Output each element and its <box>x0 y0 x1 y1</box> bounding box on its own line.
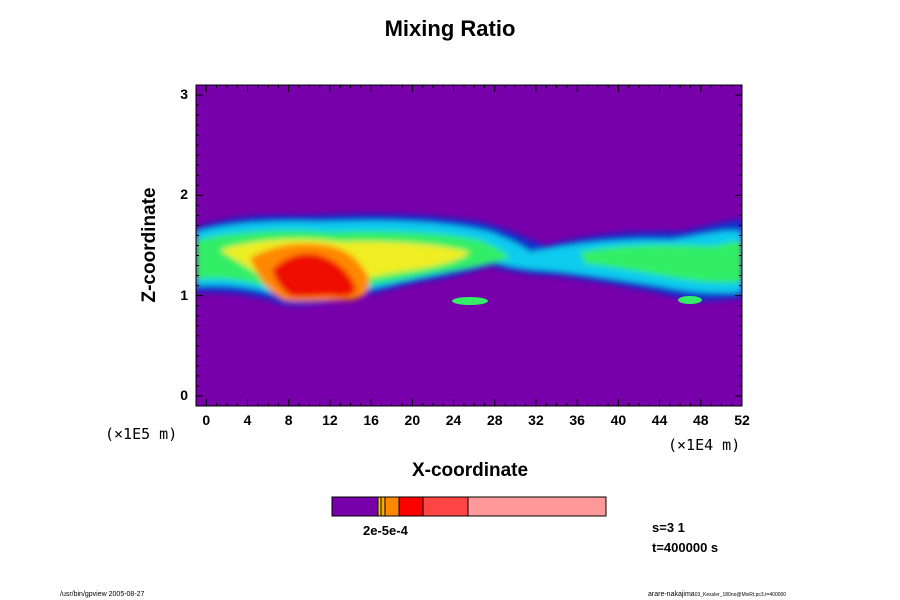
y-tick-marks <box>196 94 742 397</box>
cloud-field <box>196 214 742 306</box>
x-tick-label: 44 <box>651 412 668 428</box>
colorbar-label: 2e-5e-4 <box>363 523 408 538</box>
x-tick-label: 48 <box>692 412 709 428</box>
colorbar-swatch <box>467 496 607 517</box>
x-tick-label: 36 <box>569 412 585 428</box>
x-tick-label: 40 <box>610 412 627 428</box>
cloud-fragment <box>678 296 702 304</box>
x-tick-label: 16 <box>363 412 379 428</box>
x-tick-marks <box>205 85 743 406</box>
colorbar-swatch <box>380 496 386 517</box>
x-tick-label: 20 <box>404 412 421 428</box>
footer-left: /usr/bin/gpview 2005-08-27 <box>60 591 145 598</box>
t-label: t=400000 s <box>652 540 719 555</box>
x-tick-label: 52 <box>734 412 750 428</box>
x-tick-label: 24 <box>445 412 462 428</box>
cloud-band-green-right <box>580 241 742 283</box>
x-axis-label: X-coordinate <box>411 460 529 481</box>
y-scale-label: (×1E5 m) <box>105 425 178 443</box>
y-axis-label: Z-coordinate <box>139 187 160 303</box>
cloud-band-red <box>272 253 356 297</box>
colorbar-swatch <box>398 496 424 517</box>
colorbar-swatch <box>331 496 379 517</box>
chart-title: Mixing Ratio <box>384 16 516 41</box>
x-tick-label: 12 <box>322 412 338 428</box>
x-tick-label: 32 <box>528 412 544 428</box>
y-tick-label: 1 <box>180 286 188 303</box>
y-tick-label: 3 <box>180 86 188 103</box>
footer-right: arare-nakajima03_Kessler_180no@MixRt.pc3… <box>648 591 787 598</box>
minor-tick-marks <box>195 84 742 406</box>
y-tick-label: 0 <box>180 386 188 403</box>
s-label: s=3 1 <box>652 520 685 535</box>
cloud-fragment <box>452 297 488 305</box>
colorbar <box>331 496 607 517</box>
x-scale-label: (×1E4 m) <box>668 436 741 454</box>
colorbar-swatch <box>422 496 469 517</box>
x-tick-label: 8 <box>284 412 293 428</box>
x-tick-label: 4 <box>243 412 252 428</box>
colorbar-swatch <box>384 496 400 517</box>
y-tick-label: 2 <box>180 186 188 203</box>
x-tick-label: 0 <box>202 412 211 428</box>
x-tick-label: 28 <box>486 412 503 428</box>
